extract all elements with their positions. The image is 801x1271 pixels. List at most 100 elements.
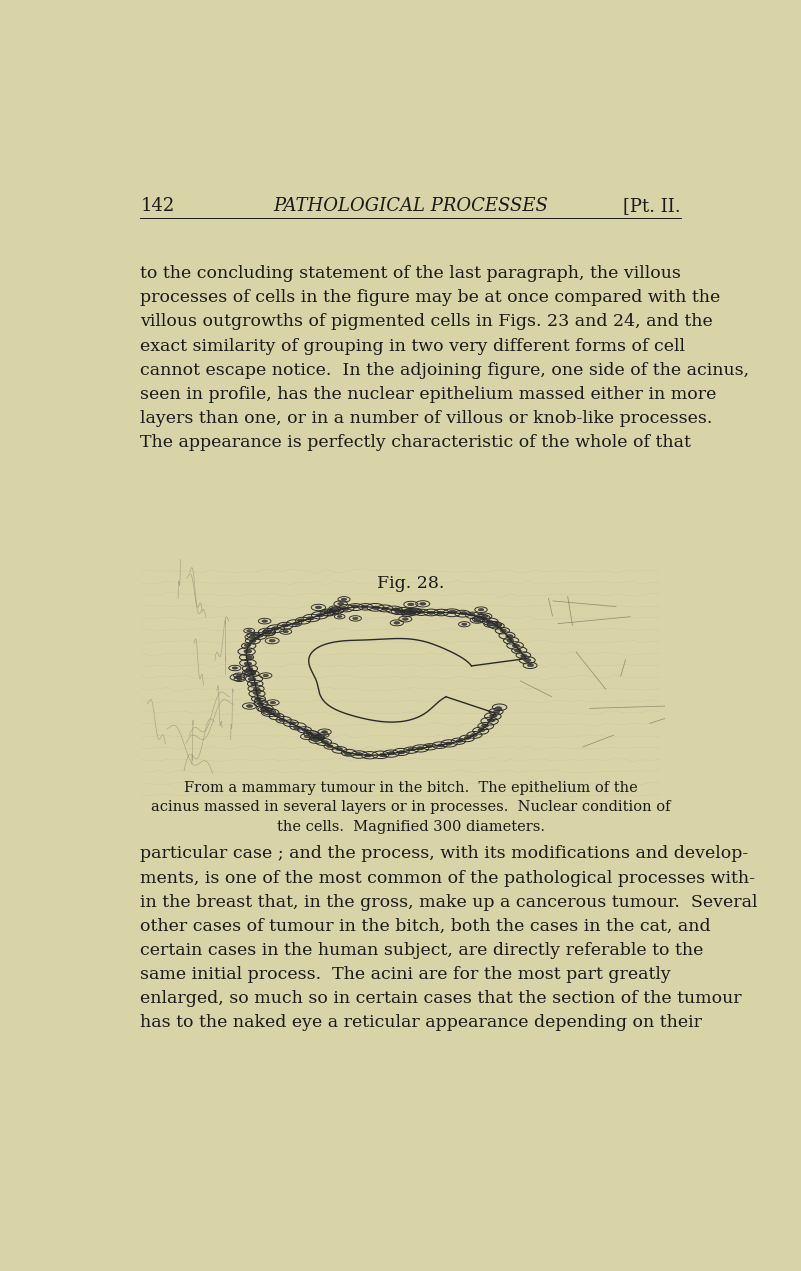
Circle shape bbox=[372, 606, 380, 610]
Circle shape bbox=[417, 746, 424, 750]
Circle shape bbox=[248, 677, 256, 681]
Circle shape bbox=[251, 683, 258, 685]
Circle shape bbox=[338, 602, 344, 605]
Circle shape bbox=[344, 752, 352, 755]
Circle shape bbox=[267, 630, 272, 633]
Circle shape bbox=[469, 613, 475, 616]
Circle shape bbox=[528, 663, 533, 667]
Text: 142: 142 bbox=[140, 197, 175, 215]
Text: From a mammary tumour in the bitch.  The epithelium of the
acinus massed in seve: From a mammary tumour in the bitch. The … bbox=[151, 780, 670, 834]
Circle shape bbox=[461, 611, 467, 615]
Circle shape bbox=[244, 644, 251, 647]
Circle shape bbox=[388, 751, 395, 755]
Circle shape bbox=[246, 671, 252, 674]
Circle shape bbox=[481, 724, 489, 727]
Circle shape bbox=[505, 634, 513, 638]
Circle shape bbox=[330, 610, 336, 613]
Circle shape bbox=[248, 671, 252, 674]
Circle shape bbox=[398, 751, 405, 754]
Circle shape bbox=[420, 602, 426, 605]
Text: PATHOLOGICAL PROCESSES: PATHOLOGICAL PROCESSES bbox=[273, 197, 548, 215]
Circle shape bbox=[465, 736, 471, 740]
Circle shape bbox=[264, 630, 271, 634]
Circle shape bbox=[237, 677, 242, 680]
Circle shape bbox=[417, 610, 424, 614]
Circle shape bbox=[478, 609, 484, 611]
Circle shape bbox=[405, 613, 410, 615]
Circle shape bbox=[316, 606, 322, 609]
Circle shape bbox=[263, 675, 268, 676]
Circle shape bbox=[325, 611, 331, 614]
Circle shape bbox=[293, 623, 300, 625]
Circle shape bbox=[279, 718, 286, 722]
Text: [Pt. II.: [Pt. II. bbox=[623, 197, 681, 215]
Circle shape bbox=[457, 740, 463, 742]
Circle shape bbox=[493, 710, 500, 713]
Circle shape bbox=[336, 747, 343, 751]
Circle shape bbox=[409, 610, 416, 613]
Circle shape bbox=[471, 733, 477, 736]
Circle shape bbox=[394, 622, 400, 624]
Circle shape bbox=[234, 676, 241, 679]
Circle shape bbox=[322, 731, 328, 733]
Circle shape bbox=[264, 708, 268, 710]
Circle shape bbox=[274, 714, 280, 717]
Circle shape bbox=[269, 639, 276, 642]
Circle shape bbox=[406, 610, 411, 613]
Text: to the concluding statement of the last paragraph, the villous
processes of cell: to the concluding statement of the last … bbox=[140, 266, 750, 451]
Circle shape bbox=[246, 656, 252, 658]
Circle shape bbox=[327, 745, 333, 747]
Circle shape bbox=[333, 609, 340, 611]
Circle shape bbox=[341, 599, 347, 600]
Circle shape bbox=[392, 608, 400, 611]
Circle shape bbox=[428, 611, 434, 614]
Circle shape bbox=[306, 732, 312, 735]
Circle shape bbox=[337, 615, 342, 618]
Circle shape bbox=[253, 691, 260, 695]
Circle shape bbox=[262, 620, 268, 623]
Circle shape bbox=[437, 744, 445, 747]
Circle shape bbox=[426, 745, 433, 747]
Circle shape bbox=[307, 616, 314, 620]
Circle shape bbox=[298, 619, 304, 622]
Circle shape bbox=[316, 614, 324, 616]
Circle shape bbox=[261, 707, 268, 710]
Circle shape bbox=[313, 736, 319, 738]
Circle shape bbox=[324, 611, 331, 614]
Circle shape bbox=[267, 710, 275, 714]
Circle shape bbox=[524, 658, 531, 662]
Circle shape bbox=[283, 630, 288, 633]
Circle shape bbox=[302, 728, 308, 732]
Circle shape bbox=[352, 618, 358, 619]
Circle shape bbox=[247, 629, 252, 632]
Circle shape bbox=[486, 620, 493, 624]
Circle shape bbox=[481, 615, 488, 618]
Circle shape bbox=[355, 752, 362, 756]
Circle shape bbox=[321, 733, 326, 736]
Circle shape bbox=[249, 672, 256, 675]
Circle shape bbox=[408, 602, 414, 606]
Circle shape bbox=[478, 728, 485, 732]
Circle shape bbox=[408, 747, 414, 751]
Circle shape bbox=[491, 623, 497, 627]
Circle shape bbox=[257, 703, 264, 705]
Circle shape bbox=[514, 649, 521, 652]
Circle shape bbox=[335, 609, 341, 611]
Circle shape bbox=[261, 708, 266, 710]
Circle shape bbox=[251, 634, 256, 637]
Circle shape bbox=[513, 644, 520, 647]
Circle shape bbox=[364, 754, 372, 758]
Circle shape bbox=[495, 624, 501, 627]
Circle shape bbox=[461, 623, 467, 625]
Circle shape bbox=[313, 738, 319, 742]
Circle shape bbox=[476, 618, 481, 620]
Circle shape bbox=[232, 667, 238, 670]
Circle shape bbox=[270, 702, 276, 704]
Circle shape bbox=[488, 623, 494, 625]
Circle shape bbox=[255, 698, 261, 700]
Circle shape bbox=[266, 632, 272, 634]
Circle shape bbox=[304, 735, 310, 738]
Circle shape bbox=[244, 649, 252, 653]
Circle shape bbox=[507, 639, 513, 642]
Circle shape bbox=[266, 710, 272, 713]
